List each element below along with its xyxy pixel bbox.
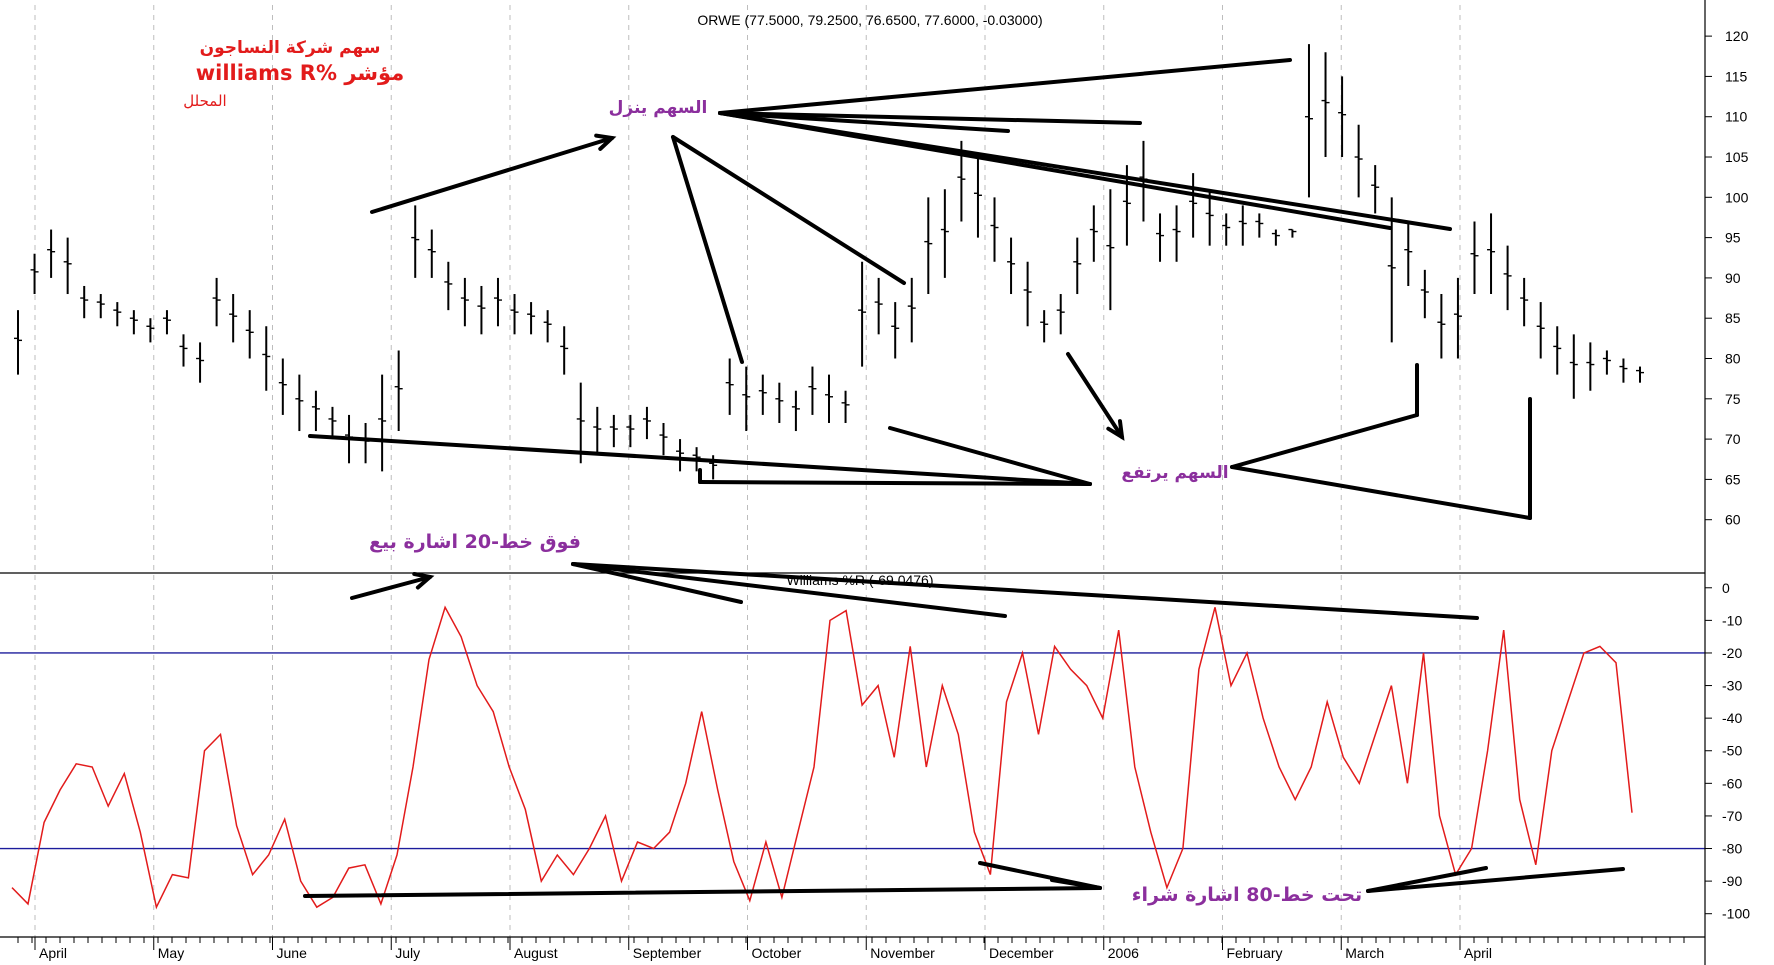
annotation-arrow [1066,352,1124,439]
annotation-line [718,111,1010,133]
annotation-line [1366,866,1488,893]
month-labels: April May June July August September October No… [17,937,1685,961]
annotation-line [1366,867,1625,893]
y-tick-label: 65 [1725,471,1741,487]
month-label: April [1464,945,1492,961]
y-tick-label: 80 [1725,351,1741,367]
y-tick-label: 115 [1725,68,1748,84]
month-label: June [277,945,308,961]
annotation-line [888,426,1092,486]
indicator-y-tick-label: -10 [1722,612,1742,628]
y-tick-label: 70 [1725,431,1741,447]
buy-signal-label: تحت خط-80 اشارة شراء [1132,884,1362,906]
annotation-line [718,111,1452,231]
annotation-lines [303,58,1625,898]
title-line-1: سهم شركة النساجون [200,38,381,58]
y-tick-label: 85 [1725,310,1741,326]
title-line-3: المحلل [183,92,226,110]
stock-up-label: السهم يرتفع [1121,463,1228,483]
month-label: February [1227,945,1283,961]
annotation-line [671,135,744,364]
annotation-line [1230,413,1419,469]
month-label: April [39,945,67,961]
annotation-line [571,562,743,604]
month-label: September [633,945,702,961]
reference-lines [0,652,1705,850]
indicator-y-tick-label: -70 [1722,808,1742,824]
month-label: December [989,945,1054,961]
annotation-line [718,58,1292,115]
annotation-arrowhead [594,133,617,151]
y-tick-label: 110 [1725,109,1748,125]
month-label: March [1345,945,1384,961]
y-tick-label: 120 [1725,28,1749,44]
y-tick-label: 100 [1725,189,1749,205]
y-tick-label: 75 [1725,391,1741,407]
annotation-line [303,886,1102,898]
indicator-y-tick-label: -100 [1722,906,1750,922]
indicator-y-tick-label: -60 [1722,775,1742,791]
y-tick-label: 105 [1725,149,1749,165]
indicator-y-tick-label: -20 [1722,645,1742,661]
month-label: August [514,945,558,961]
annotation-arrowhead [1106,419,1125,441]
annotation-line [671,135,906,285]
price-bars [14,44,1644,480]
annotation-arrow [370,136,614,214]
indicator-y-tick-label: -50 [1722,743,1742,759]
annotation-line [571,562,1479,620]
annotation-arrowhead [412,572,435,590]
indicator-y-tick-label: -40 [1722,710,1742,726]
indicator-y-tick-label: -30 [1722,678,1742,694]
sell-signal-label: فوق خط-20 اشارة بيع [369,531,581,553]
month-label: October [752,945,802,961]
month-label: May [158,945,184,961]
month-label: July [395,945,420,961]
y-ticks: 60 65 70 75 80 85 90 95 100 105 110 115 120 0 -10 -20 -3… [1705,28,1750,922]
month-label: 2006 [1108,945,1139,961]
price-header: ORWE (77.5000, 79.2500, 76.6500, 77.6000… [697,12,1042,28]
indicator-y-tick-label: -80 [1722,841,1742,857]
stock-down-label: السهم ينزل [609,98,708,118]
annotation-line [1230,465,1532,520]
annotation-line [308,434,1092,486]
annotation-line [698,480,1092,486]
annotation-arrow [350,575,432,600]
month-label: November [870,945,935,961]
y-tick-label: 60 [1725,512,1741,528]
indicator-y-tick-label: 0 [1722,580,1730,596]
y-tick-label: 95 [1725,230,1741,246]
annotation-line [718,111,1142,125]
annotation-line [1050,878,1102,890]
indicator-line [11,605,1633,910]
indicator-y-tick-label: -90 [1722,873,1742,889]
title-line-2: williams R% مؤشر [196,61,404,85]
annotation-line [571,562,1007,618]
y-tick-label: 90 [1725,270,1741,286]
williams-r-line [11,605,1633,910]
